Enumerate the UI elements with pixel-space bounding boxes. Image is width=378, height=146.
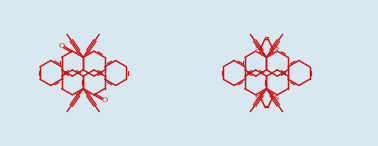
Text: S: S [255,94,260,102]
Text: O: O [101,95,107,104]
Text: S: S [273,44,278,52]
Text: O: O [59,42,65,51]
Text: S: S [273,94,278,102]
Text: S: S [255,44,260,52]
